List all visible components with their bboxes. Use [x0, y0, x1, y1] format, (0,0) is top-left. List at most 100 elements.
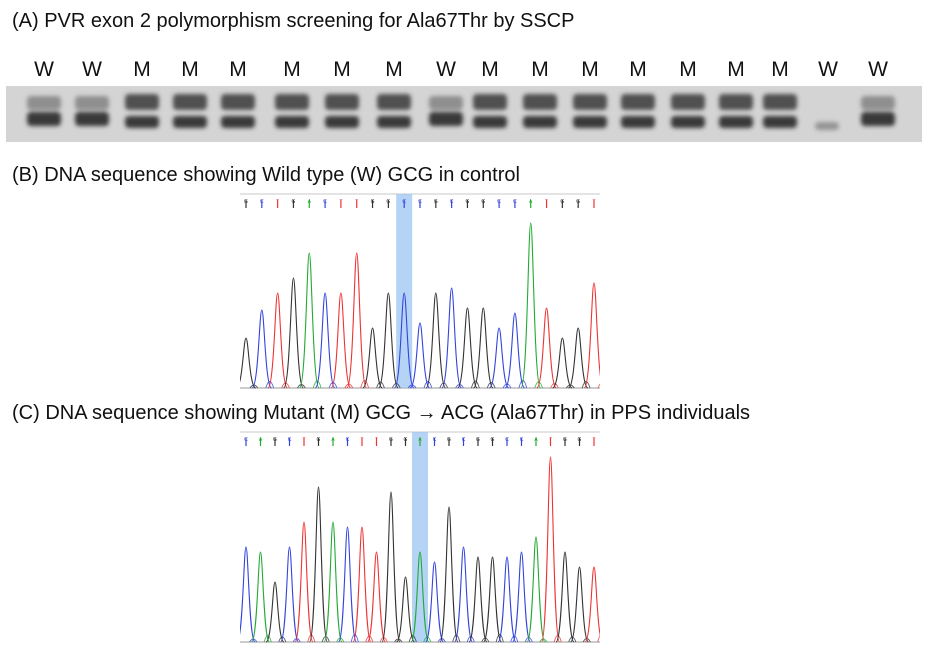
trace-peak [250, 551, 271, 643]
trace-peak [552, 337, 573, 389]
lane-label: W [868, 58, 888, 81]
base-call-letter: G [481, 199, 485, 205]
base-call-letter: C [450, 199, 454, 205]
trace-peak [569, 566, 590, 643]
trace-peak [497, 556, 517, 643]
lane-label: M [679, 58, 697, 81]
base-call-letter: C [520, 437, 524, 443]
base-call-letter: T [592, 437, 595, 443]
base-call-letter: G [371, 199, 375, 205]
lane-label: M [385, 58, 403, 81]
base-call-letter: T [360, 437, 363, 443]
trace-peak [472, 307, 494, 389]
base-call-letter: C [244, 437, 248, 443]
lane-label: W [82, 58, 102, 81]
trace-peak [584, 566, 600, 643]
gel-lane [671, 94, 705, 128]
lane-label: M [727, 58, 745, 81]
base-call-letter: T [592, 199, 595, 205]
trace-peak [540, 456, 561, 643]
trace-peak [378, 292, 399, 389]
trace-peak [424, 561, 445, 643]
trace-peak [294, 521, 314, 643]
trace-peak [395, 576, 416, 643]
trace-peak [352, 526, 372, 643]
trace-peak [393, 292, 415, 389]
base-call-letter: A [418, 437, 422, 443]
gel-lane [429, 96, 463, 126]
base-call-letter: T [545, 199, 548, 205]
base-call-letter: A [259, 437, 263, 443]
gel-lane [221, 94, 255, 128]
lane-label: W [818, 58, 838, 81]
trace-peak [308, 486, 329, 643]
base-call-letter: T [276, 199, 279, 205]
base-call-letter: C [513, 199, 517, 205]
highlighted-base-position [396, 194, 413, 388]
lane-label: M [333, 58, 351, 81]
base-call-letter: G [466, 199, 470, 205]
lane-label: M [771, 58, 789, 81]
trace-peak [366, 551, 387, 643]
caption-panel-a: (A) PVR exon 2 polymorphism screening fo… [12, 10, 575, 32]
trace-peak [439, 506, 459, 643]
base-call-letter: G [563, 437, 567, 443]
trace-peak [536, 307, 557, 389]
gel-lane [621, 94, 655, 128]
trace-peak [504, 312, 526, 389]
trace-peak [323, 521, 343, 643]
trace-peak [346, 252, 368, 389]
base-call-letter: C [323, 199, 327, 205]
lane-label: M [229, 58, 247, 81]
base-call-letter: C [418, 199, 422, 205]
trace-peak [425, 292, 447, 389]
base-call-letter: C [402, 199, 406, 205]
gel-lane [27, 96, 61, 126]
gel-lane [763, 94, 797, 128]
trace-peak [279, 546, 300, 643]
trace-peak [267, 292, 288, 389]
base-call-letter: C [433, 437, 437, 443]
gel-lane [523, 94, 557, 128]
gel-lane [573, 94, 607, 128]
base-call-letter: G [386, 199, 390, 205]
base-call-letter: C [462, 437, 466, 443]
base-call-letter: A [529, 199, 533, 205]
base-call-letter: G [476, 437, 480, 443]
lane-label: M [283, 58, 301, 81]
base-call-letter: G [404, 437, 408, 443]
base-call-letter: C [288, 437, 292, 443]
base-call-letter: T [302, 437, 305, 443]
base-call-letter: G [317, 437, 321, 443]
trace-peak [453, 546, 474, 643]
base-call-letter: G [389, 437, 393, 443]
base-call-letter: C [497, 199, 501, 205]
trace-peak [410, 551, 430, 643]
gel-lane [125, 94, 159, 128]
trace-peak [567, 327, 589, 389]
trace-peak [265, 581, 285, 643]
trace-peak [337, 526, 358, 643]
trace-peak [240, 337, 257, 389]
trace-peak [457, 307, 478, 389]
gel-lane [75, 96, 109, 126]
base-call-letter: G [447, 437, 451, 443]
trace-peak [488, 327, 510, 389]
trace-peak [526, 536, 546, 643]
lane-label: M [629, 58, 647, 81]
base-call-letter: G [434, 199, 438, 205]
base-call-letter: A [534, 437, 538, 443]
trace-peak [520, 222, 542, 389]
sscp-gel-image [6, 86, 922, 142]
base-call-letter: T [339, 199, 342, 205]
base-call-letter: G [244, 199, 248, 205]
base-call-letter: C [346, 437, 350, 443]
base-call-letter: C [260, 199, 264, 205]
base-call-letter: T [355, 199, 358, 205]
lane-label: W [34, 58, 54, 81]
gel-lane [815, 122, 839, 130]
highlighted-base-position [412, 432, 428, 642]
trace-peak [251, 309, 273, 389]
lane-label: M [531, 58, 549, 81]
